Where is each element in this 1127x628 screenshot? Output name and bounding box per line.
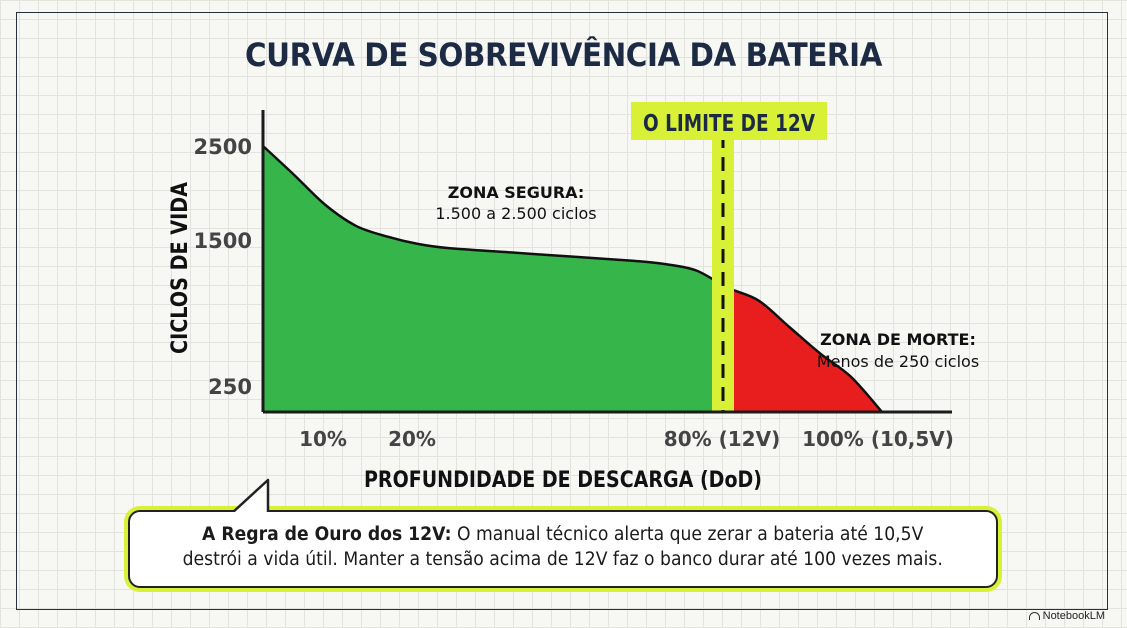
callout-text: A Regra de Ouro dos 12V: O manual técnic… <box>183 522 943 572</box>
y-axis-label: CICLOS DE VIDA <box>168 182 193 354</box>
x-tick-label: 10% <box>299 427 347 451</box>
chart-title: CURVA DE SOBREVIVÊNCIA DA BATERIA <box>245 36 882 74</box>
x-tick-label: 80% (12V) <box>664 427 780 451</box>
survival-curve-line <box>262 145 883 413</box>
callout-line2: destrói a vida útil. Manter a tensão aci… <box>182 549 944 570</box>
notebooklm-badge: NotebookLM <box>1028 610 1105 622</box>
golden-rule-callout: A Regra de Ouro dos 12V: O manual técnic… <box>128 510 998 588</box>
poster-frame <box>16 12 1108 610</box>
safe-zone-text: 1.500 a 2.500 ciclos <box>435 204 596 223</box>
threshold-label: O LIMITE DE 12V <box>643 111 815 137</box>
safe-zone-title: ZONA SEGURA: <box>448 183 585 202</box>
threshold-label-box <box>631 102 827 140</box>
badge-label: NotebookLM <box>1042 610 1105 622</box>
y-tick-label: 250 <box>208 375 252 399</box>
x-tick-label: 20% <box>388 427 436 451</box>
x-tick-label: 100% (10,5V) <box>802 427 954 451</box>
x-axis-label: PROFUNDIDADE DE DESCARGA (DoD) <box>364 468 762 493</box>
callout-bold: A Regra de Ouro dos 12V: <box>202 524 452 545</box>
callout-line1: O manual técnico alerta que zerar a bate… <box>451 524 924 545</box>
death-zone-text: Menos de 250 ciclos <box>817 352 979 371</box>
notebooklm-icon <box>1028 612 1040 620</box>
y-tick-label: 2500 <box>194 135 252 159</box>
death-zone-title: ZONA DE MORTE: <box>820 330 976 349</box>
safe-zone-area <box>263 146 722 412</box>
y-tick-label: 1500 <box>194 229 252 253</box>
death-zone-area <box>733 289 882 412</box>
